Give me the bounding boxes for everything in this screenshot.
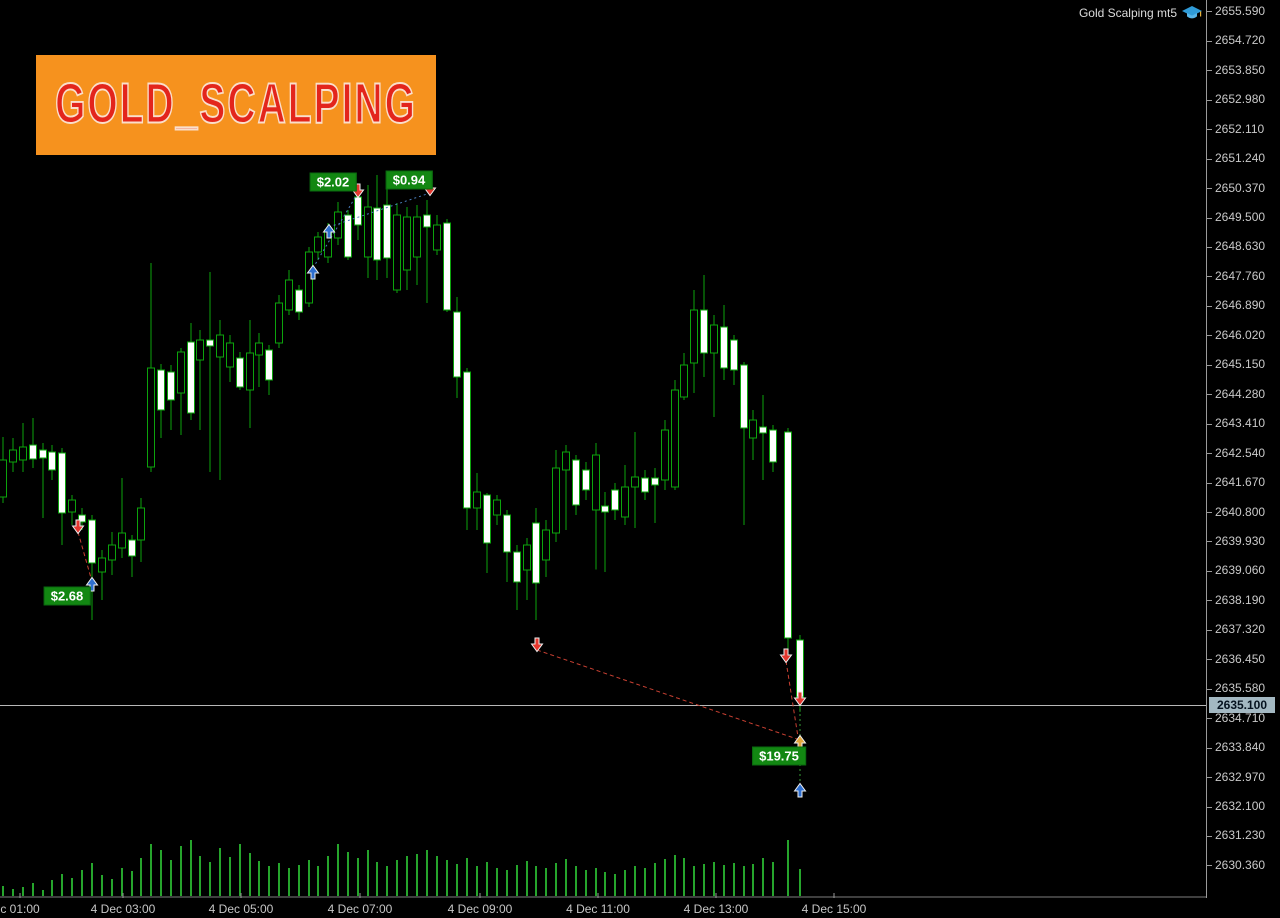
price-axis-tick [1207,188,1212,190]
price-axis-label: 2653.850 [1215,62,1266,77]
profit-label: $19.75 [752,746,806,766]
price-axis-tick [1207,512,1212,514]
time-axis[interactable]: c 01:00 4 Dec 03:00 4 Dec 05:00 4 Dec 07:00… [0,898,1280,918]
buy-close-arrow [85,576,99,592]
time-axis-label: 4 Dec 15:00 [801,902,867,916]
time-axis-label: 4 Dec 09:00 [447,902,513,916]
sell-arrow [793,691,807,707]
price-axis-label: 2652.110 [1215,121,1265,136]
price-axis-tick [1207,305,1212,307]
banner-text: GOLD_SCALPING [54,72,417,136]
watermark-title: Gold Scalping mt5 [1078,6,1177,20]
volume-bars [2,840,801,896]
price-axis-tick [1207,364,1212,366]
time-axis-label: 4 Dec 05:00 [208,902,274,916]
price-axis-label: 2637.320 [1215,622,1266,637]
price-axis-tick [1207,835,1212,837]
price-axis-tick [1207,629,1212,631]
price-axis-label: 2655.590 [1215,3,1266,18]
price-axis-tick [1207,394,1212,396]
price-axis-label: 2639.060 [1215,563,1266,578]
price-axis-label: 2634.710 [1215,710,1266,725]
sell-arrow [71,519,85,535]
price-axis-tick [1207,541,1212,543]
price-axis-label: 2641.670 [1215,475,1266,490]
price-axis-tick [1207,423,1212,425]
price-axis-tick [1207,158,1212,160]
buy-arrow [306,264,320,280]
price-axis-tick [1207,806,1212,808]
price-axis-label: 2633.840 [1215,740,1266,755]
price-axis-label: 2630.360 [1215,857,1266,872]
price-axis-label: 2632.970 [1215,769,1266,784]
price-axis-label: 2643.410 [1215,416,1266,431]
price-axis-tick [1207,40,1212,42]
profit-label: $2.68 [43,586,91,606]
price-axis-tick [1207,217,1212,219]
current-price-tag: 2635.100 [1209,697,1275,714]
trade-lines [77,193,801,785]
price-axis-tick [1207,659,1212,661]
price-axis-label: 2651.240 [1215,151,1266,166]
time-axis-label: c 01:00 [0,902,40,916]
price-axis-label: 2646.020 [1215,327,1266,342]
price-axis-tick [1207,482,1212,484]
price-axis-label: 2636.450 [1215,651,1266,666]
price-axis-tick [1207,747,1212,749]
sell-arrow [530,637,544,653]
price-axis-label: 2632.100 [1215,799,1266,814]
time-axis-label: 4 Dec 03:00 [90,902,156,916]
time-axis-label: 4 Dec 11:00 [566,902,630,916]
price-axis-label: 2647.760 [1215,268,1266,283]
price-axis-label: 2654.720 [1215,33,1266,48]
exit-arrow [793,734,807,750]
price-axis-label: 2638.190 [1215,592,1266,607]
price-axis-tick [1207,276,1212,278]
price-axis-label: 2639.930 [1215,533,1266,548]
price-axis-label: 2648.630 [1215,239,1266,254]
time-axis-label: 4 Dec 07:00 [327,902,393,916]
price-axis-tick [1207,99,1212,101]
profit-label: $2.02 [309,172,357,192]
price-axis-label: 2642.540 [1215,445,1266,460]
price-axis-label: 2646.890 [1215,298,1266,313]
price-axis-tick [1207,70,1212,72]
graduation-cap-icon [1182,6,1202,19]
price-axis-label: 2645.150 [1215,357,1266,372]
price-axis-label: 2644.280 [1215,386,1266,401]
price-axis-tick [1207,129,1212,131]
price-axis-label: 2635.580 [1215,681,1266,696]
price-axis-tick [1207,718,1212,720]
price-axis-tick [1207,777,1212,779]
price-axis-tick [1207,246,1212,248]
price-axis-tick [1207,865,1212,867]
price-axis-tick [1207,688,1212,690]
buy-arrow [322,223,336,239]
price-axis-tick [1207,335,1212,337]
price-axis-label: 2631.230 [1215,828,1266,843]
chart-watermark: Gold Scalping mt5 [1079,5,1202,21]
candles [0,175,804,712]
buy-arrow [793,782,807,798]
price-axis-label: 2650.370 [1215,180,1266,195]
price-axis-tick [1207,600,1212,602]
profit-label: $0.94 [385,170,433,190]
price-axis-label: 2652.980 [1215,92,1266,107]
price-axis[interactable]: 2655.590 2654.720 2653.850 2652.980 2652.110… [1206,0,1280,900]
gold-scalping-banner: GOLD_SCALPING [36,55,436,155]
time-axis-label: 4 Dec 13:00 [683,902,749,916]
price-axis-label: 2640.800 [1215,504,1266,519]
price-axis-label: 2649.500 [1215,210,1266,224]
trade-markers [71,181,807,798]
price-axis-tick [1207,570,1212,572]
sell-arrow [779,648,793,664]
price-axis-tick [1207,11,1212,13]
price-axis-tick [1207,453,1212,455]
